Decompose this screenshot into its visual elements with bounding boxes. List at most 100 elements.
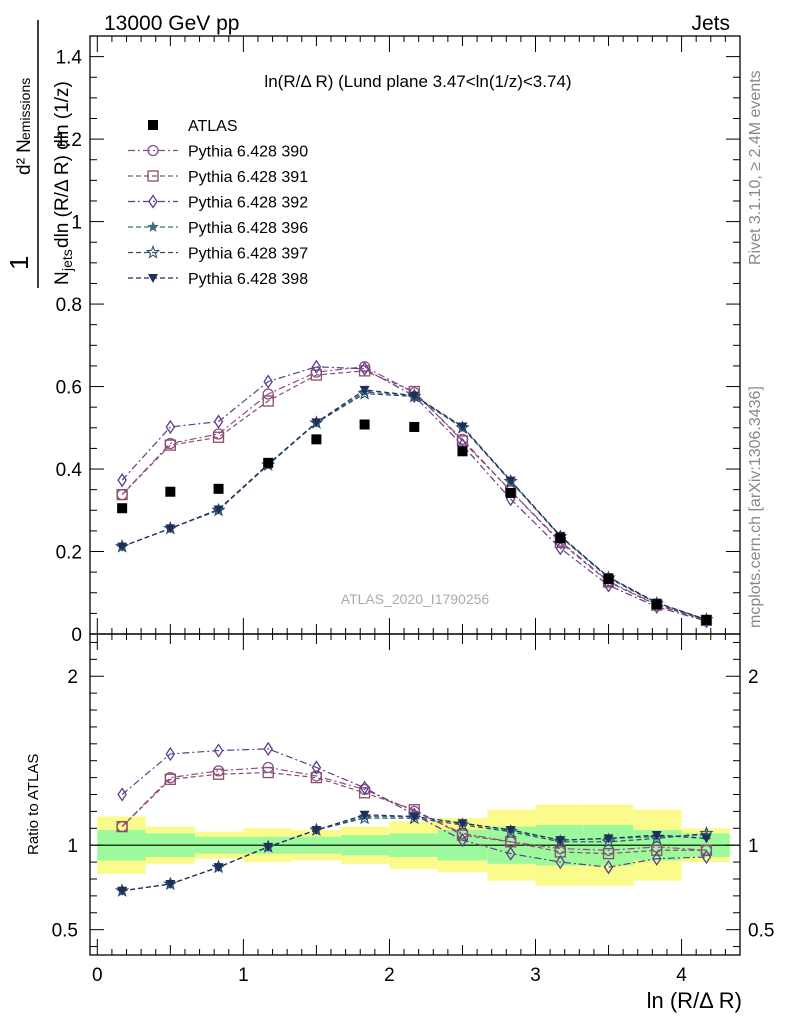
data-point	[263, 457, 274, 468]
data-point	[311, 434, 322, 445]
data-point	[145, 244, 161, 259]
data-point	[147, 221, 159, 232]
y-tick-label: 1	[71, 213, 82, 234]
svg-text:d² N: d² N	[14, 139, 35, 175]
data-point	[555, 533, 566, 544]
data-point	[457, 446, 468, 457]
data-point	[555, 541, 566, 556]
data-point	[311, 760, 322, 775]
y-tick-label: 0.6	[56, 378, 82, 399]
data-point	[116, 488, 128, 501]
data-point	[457, 422, 468, 432]
main-series-atlas	[117, 419, 712, 625]
y-tick-label: 0.8	[56, 295, 82, 316]
data-point	[359, 780, 370, 795]
data-point	[116, 820, 128, 833]
ratio-y-tick-label: 1	[67, 836, 78, 857]
data-point	[457, 832, 468, 848]
data-point	[505, 476, 516, 486]
data-point	[263, 374, 273, 389]
y-tick-label: 0.2	[56, 543, 82, 564]
legend-item-pythia-6-428-392: Pythia 6.428 392	[128, 194, 308, 212]
y-tick-label: 0.4	[56, 460, 83, 481]
legend-item-pythia-6-428-396: Pythia 6.428 396	[128, 220, 308, 237]
data-point	[649, 830, 664, 845]
legend-label: Pythia 6.428 390	[188, 144, 308, 161]
data-point	[359, 385, 370, 395]
svg-text:jets: jets	[59, 249, 75, 272]
axes-layer: 0 1 2 3 4 0 0.2 0.4 0.6 0.8 1 1.2 1.4 0.5 0.5 1 1 2 2	[52, 35, 774, 986]
data-point	[311, 359, 322, 374]
data-point	[117, 503, 128, 514]
data-point	[164, 773, 176, 785]
data-point	[505, 487, 516, 498]
legend-label: ATLAS	[188, 118, 238, 135]
data-point	[263, 741, 273, 757]
data-point	[555, 836, 566, 846]
legend-label: Pythia 6.428 392	[188, 195, 308, 212]
main-y-axis-label: 1 d² N emissions N jets dln (R/Δ R) dln …	[4, 20, 75, 288]
data-point	[147, 144, 159, 157]
data-point	[212, 431, 225, 443]
series-line	[121, 771, 707, 855]
legend-item-pythia-6-428-397: Pythia 6.428 397	[128, 244, 308, 263]
legend-item-atlas: ATLAS	[148, 118, 238, 135]
data-point	[165, 524, 176, 534]
data-point	[357, 386, 372, 400]
svg-text:1: 1	[4, 256, 34, 270]
data-point	[165, 746, 176, 762]
svg-text:emissions: emissions	[17, 78, 33, 140]
data-point	[651, 851, 662, 866]
data-point	[213, 743, 224, 758]
y-tick-label: 0	[71, 625, 82, 646]
data-point	[701, 614, 712, 625]
main-series-pythia-6-428-391	[116, 365, 713, 627]
data-point	[117, 787, 127, 802]
data-point	[165, 880, 176, 890]
x-tick-label: 4	[676, 965, 687, 986]
x-tick-label: 1	[238, 965, 249, 986]
x-tick-label: 3	[530, 965, 541, 986]
svg-text:dln (R/Δ R) dln (1/z): dln (R/Δ R) dln (1/z)	[52, 81, 73, 248]
data-point	[603, 834, 614, 844]
plot-title: ln(R/Δ R) (Lund plane 3.47<ln(1/z)<3.74)	[264, 72, 571, 91]
y-tick-label: 1.2	[56, 130, 82, 151]
data-point	[603, 574, 614, 585]
legend-item-pythia-6-428-391: Pythia 6.428 391	[128, 169, 308, 186]
data-point	[117, 886, 128, 896]
mcplots-label: mcplots.cern.ch [arXiv:1306.3436]	[747, 386, 764, 628]
data-point	[165, 419, 176, 435]
x-tick-label: 0	[92, 965, 103, 986]
data-point	[651, 831, 662, 841]
data-point	[148, 120, 158, 130]
svg-text:N: N	[52, 271, 73, 285]
legend-label: Pythia 6.428 398	[188, 271, 308, 288]
ratio-y-axis-label: Ratio to ATLAS	[25, 754, 42, 855]
rivet-version-label: Rivet 3.1.10, ≥ 2.4M events	[747, 70, 764, 265]
data-point	[147, 170, 159, 182]
header-process-label: 13000 GeV pp	[104, 12, 239, 35]
series-layer	[114, 359, 714, 897]
data-point	[359, 419, 370, 430]
data-point	[505, 846, 516, 861]
data-point	[117, 472, 127, 488]
data-point	[213, 863, 224, 873]
legend-item-pythia-6-428-390: Pythia 6.428 390	[128, 144, 308, 161]
data-point	[603, 859, 614, 875]
legend-label: Pythia 6.428 397	[188, 246, 308, 263]
data-point	[358, 787, 371, 799]
data-point	[262, 766, 274, 779]
data-point	[409, 421, 420, 432]
x-axis-label: ln (R/Δ R)	[647, 988, 742, 1013]
data-point	[213, 414, 224, 429]
ratio-y-tick-label: 2	[67, 667, 78, 688]
data-point	[262, 395, 274, 407]
data-point	[212, 768, 225, 780]
data-point	[601, 834, 616, 848]
ratio-y-tick-label: 0.5	[748, 921, 774, 942]
legend: ATLAS Pythia 6.428 390 Pythia 6.428 391 Pyt…	[128, 118, 308, 288]
data-point	[311, 825, 322, 835]
data-point	[700, 844, 713, 856]
series-line	[121, 366, 707, 622]
